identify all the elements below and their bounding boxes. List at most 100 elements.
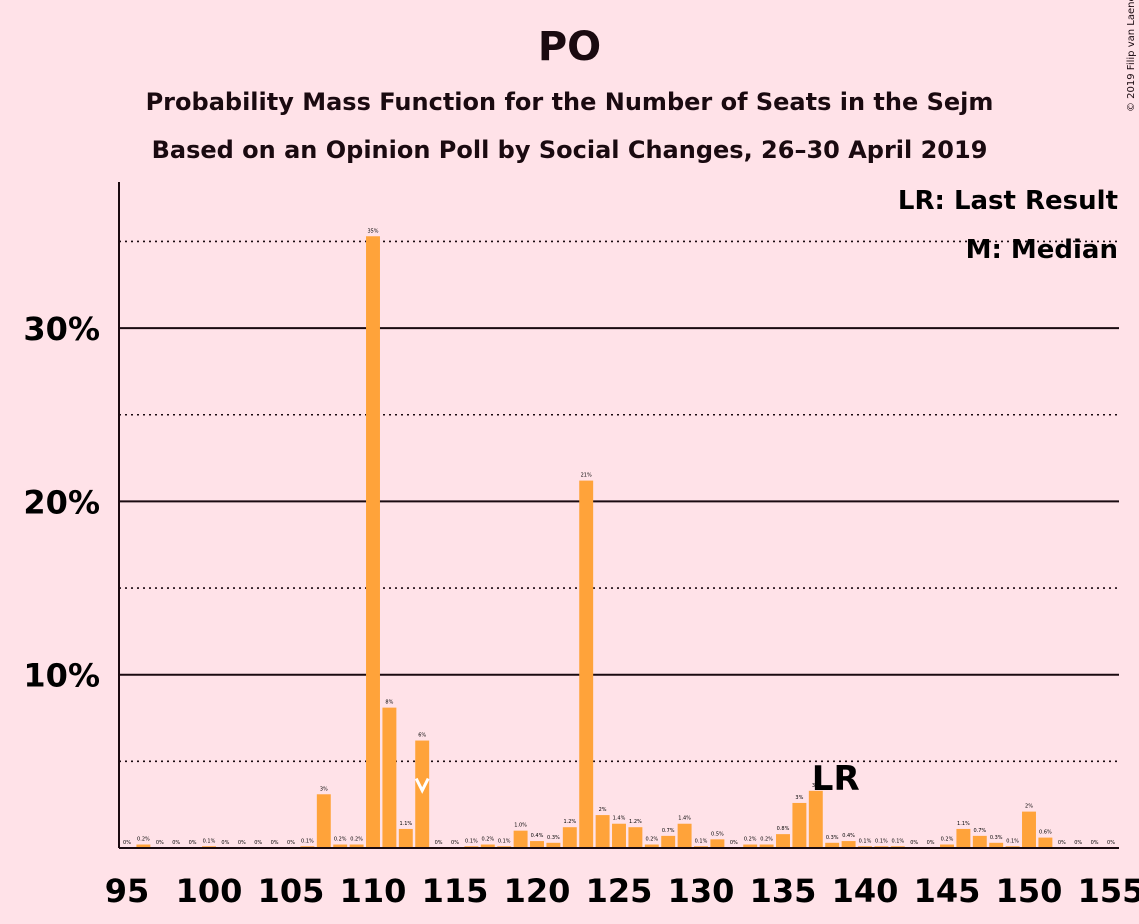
bar-value-label: 0.2% xyxy=(760,837,773,843)
bar-value-label: 2% xyxy=(1025,804,1033,810)
x-tick-label: 100 xyxy=(176,872,243,910)
x-tick-label: 120 xyxy=(504,872,571,910)
x-tick-label: 155 xyxy=(1078,872,1139,910)
bar-seat-126 xyxy=(628,827,643,848)
bar-seat-133 xyxy=(743,844,758,848)
bar-value-label: 6% xyxy=(418,733,426,739)
grid-lines xyxy=(119,240,1119,763)
bar-value-label: 0.1% xyxy=(1006,838,1019,844)
x-tick-label: 95 xyxy=(105,872,150,910)
bar-value-label: 0.2% xyxy=(137,837,150,843)
bar-value-label: 1.2% xyxy=(629,819,642,825)
last-result-marker: LR xyxy=(812,759,860,799)
bar-value-label: 0.4% xyxy=(842,833,855,839)
x-tick-label: 105 xyxy=(258,872,325,910)
bar-value-label: 1.4% xyxy=(678,816,691,822)
bar-value-label: 0% xyxy=(1107,840,1115,846)
bar-value-label: 0.3% xyxy=(990,835,1003,841)
bar-seat-113 xyxy=(415,740,430,848)
bar-seat-112 xyxy=(398,828,413,848)
bar-value-label: 0.8% xyxy=(777,826,790,832)
bar-value-label: 0.1% xyxy=(301,838,314,844)
bar-value-label: 0% xyxy=(927,840,935,846)
y-tick-label: 10% xyxy=(23,657,100,695)
bar-seat-119 xyxy=(513,830,528,848)
bar-value-label: 0.2% xyxy=(334,837,347,843)
bar-value-label: 0% xyxy=(435,840,443,846)
bar-seat-137 xyxy=(808,790,823,848)
bar-value-label: 0.5% xyxy=(711,831,724,837)
bar-value-label: 0% xyxy=(123,840,131,846)
chart-subtitle-1: Probability Mass Function for the Number… xyxy=(145,88,994,116)
x-tick-label: 110 xyxy=(340,872,407,910)
bar-value-label: 0% xyxy=(271,840,279,846)
bar-seat-96 xyxy=(136,844,151,848)
bar-labels: 0% 0.2% 0% 0% 0% 0.1% 0% 0% 0% 0% 0% 0.1% 3% 0.2% 0.2%… xyxy=(123,228,1115,846)
bar-seat-147 xyxy=(972,835,987,848)
bar-value-label: 0.3% xyxy=(547,835,560,841)
bar-value-label: 0.1% xyxy=(465,838,478,844)
bar-seat-121 xyxy=(546,842,561,848)
x-tick-label: 130 xyxy=(668,872,735,910)
bar-seat-110 xyxy=(366,236,380,849)
bar-seat-111 xyxy=(382,707,397,848)
bar-seat-148 xyxy=(989,842,1004,848)
bar-seat-134 xyxy=(759,844,774,848)
bar-value-label: 0.7% xyxy=(973,828,986,834)
bar-value-label: 0.1% xyxy=(498,838,511,844)
bar-seat-135 xyxy=(776,834,790,848)
bar-value-label: 0.1% xyxy=(203,838,216,844)
bar-value-label: 0.4% xyxy=(531,833,544,839)
bar-seat-139 xyxy=(841,841,856,848)
bar-value-label: 0.1% xyxy=(875,838,888,844)
legend-median: M: Median xyxy=(966,235,1118,265)
bar-value-label: 0% xyxy=(156,840,164,846)
bar-value-label: 0.3% xyxy=(826,835,839,841)
bar-value-label: 0% xyxy=(1074,840,1082,846)
bar-value-label: 0% xyxy=(910,840,918,846)
bar-value-label: 0% xyxy=(221,840,229,846)
chart-subtitle-2: Based on an Opinion Poll by Social Chang… xyxy=(151,136,988,164)
bar-seat-128 xyxy=(661,835,676,848)
bar-value-label: 0.2% xyxy=(941,837,954,843)
legend-last-result: LR: Last Result xyxy=(898,186,1118,216)
bar-value-label: 0% xyxy=(254,840,262,846)
bar-value-label: 0% xyxy=(1058,840,1066,846)
bar-seat-138 xyxy=(825,842,840,848)
bar-seat-145 xyxy=(940,844,954,848)
bar-seat-136 xyxy=(792,802,807,848)
bar-value-label: 1.4% xyxy=(613,816,626,822)
bar-value-label: 0.1% xyxy=(891,838,904,844)
chart-title: PO xyxy=(537,24,602,70)
x-tick-label: 150 xyxy=(996,872,1063,910)
bar-value-label: 0% xyxy=(238,840,246,846)
x-tick-label: 125 xyxy=(586,872,653,910)
tick-labels: 10% 20% 30% 95 100 105 110 115 120 125 130 135 140 14… xyxy=(23,310,1139,910)
bar-value-label: 0.7% xyxy=(662,828,675,834)
bar-seat-124 xyxy=(595,815,610,848)
bar-value-label: 0% xyxy=(189,840,197,846)
bar-seat-108 xyxy=(333,844,348,848)
bar-seat-122 xyxy=(562,827,577,848)
x-tick-label: 115 xyxy=(422,872,489,910)
bar-value-label: 35% xyxy=(367,228,378,234)
x-tick-label: 135 xyxy=(750,872,817,910)
y-tick-label: 30% xyxy=(23,310,100,348)
bar-value-label: 1.1% xyxy=(957,821,970,827)
bar-seat-120 xyxy=(530,841,544,848)
y-tick-label: 20% xyxy=(23,483,100,521)
median-marker xyxy=(414,777,430,794)
bar-value-label: 0.1% xyxy=(695,838,708,844)
bar-value-label: 0.1% xyxy=(859,838,872,844)
bar-value-label: 0% xyxy=(451,840,459,846)
bar-value-label: 0.2% xyxy=(645,837,658,843)
bar-seat-109 xyxy=(349,844,364,848)
bar-seat-131 xyxy=(710,839,725,848)
bar-seat-123 xyxy=(579,480,594,848)
axes xyxy=(118,182,1119,849)
bar-value-label: 1.2% xyxy=(563,819,576,825)
bar-value-label: 3% xyxy=(795,795,803,801)
bar-value-label: 3% xyxy=(812,783,820,789)
bar-value-label: 0% xyxy=(287,840,295,846)
